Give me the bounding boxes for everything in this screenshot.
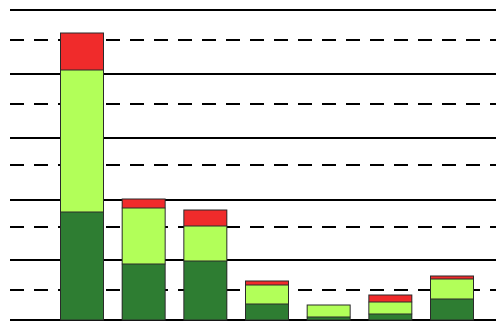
bar-segment-1-cat-2 — [121, 263, 166, 321]
bar-stacks — [60, 32, 474, 321]
bar-segment-1-cat-4 — [245, 303, 289, 321]
bar-segment-2-cat-5 — [306, 304, 351, 318]
bar-segment-1-cat-3 — [183, 260, 228, 321]
bar-segment-1-cat-1 — [60, 211, 104, 321]
bar-segment-2-cat-6 — [368, 301, 413, 315]
bar-segment-3-cat-1 — [60, 32, 104, 71]
bar-segment-2-cat-1 — [60, 69, 104, 213]
bar-segment-3-cat-4 — [245, 280, 289, 286]
bar-segment-3-cat-3 — [183, 209, 228, 227]
bar-segment-2-cat-3 — [183, 225, 228, 262]
bar-segment-3-cat-2 — [121, 198, 166, 209]
bar-segment-1-cat-6 — [368, 313, 413, 321]
bar-segment-2-cat-7 — [430, 278, 474, 300]
bar-segment-1-cat-7 — [430, 298, 474, 321]
bar-segment-3-cat-6 — [368, 294, 413, 303]
bar-segment-2-cat-4 — [245, 284, 289, 305]
bar-segment-2-cat-2 — [121, 207, 166, 265]
bar-segment-3-cat-7 — [430, 275, 474, 280]
